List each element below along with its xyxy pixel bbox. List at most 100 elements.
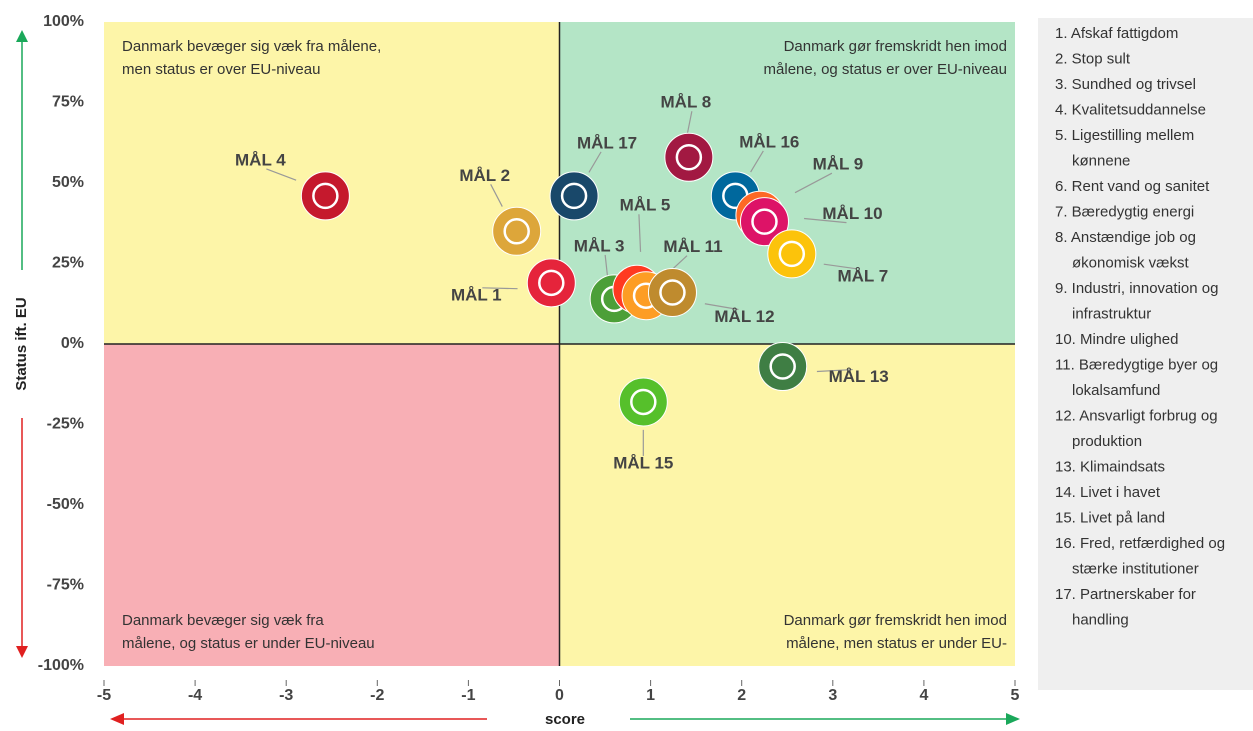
y-tick-label: 75% [52,94,84,111]
point-label: MÅL 16 [739,132,799,151]
leader-line [816,368,853,373]
leader-line [823,263,857,270]
quadrant-text: Danmark bevæger sig væk fra målene, [122,38,381,55]
legend-item: 6. Rent vand og sanitet [1055,178,1210,195]
legend-item: lokalsamfund [1072,382,1160,399]
x-tick-label: 1 [646,687,655,704]
legend-item: 4. Kvalitetsuddannelse [1055,101,1206,118]
x-tick-label: -3 [279,687,293,704]
legend-item: 13. Klimaindsats [1055,458,1165,475]
legend-item: 5. Ligestilling mellem [1055,127,1194,144]
goal-icon [758,342,808,392]
goal-icon-ring [769,353,796,380]
y-tick-label: -50% [47,496,84,513]
x-tick-label: 5 [1011,687,1020,704]
point-label: MÅL 1 [451,285,502,304]
goal-icon-ring [675,143,703,171]
legend-item: handling [1072,611,1129,628]
point-label: MÅL 9 [813,155,864,174]
legend-item: kønnene [1072,152,1130,169]
x-tick-label: -2 [370,687,384,704]
legend-item: 2. Stop sult [1055,50,1131,67]
leader-line [686,111,693,134]
point-label: MÅL 4 [235,150,286,169]
legend-item: 17. Partnerskaber for [1055,586,1196,603]
leader-line [266,168,297,181]
y-tick-label: -25% [47,416,84,433]
goal-icon [767,229,817,279]
legend-item: 7. Bæredygtig energi [1055,203,1194,220]
arrow-head [1006,713,1020,725]
y-tick-label: 0% [61,335,84,352]
goal-icon [647,267,697,317]
leader-line [490,184,503,207]
y-tick-label: 25% [52,255,84,272]
goal-icon [664,132,714,182]
legend-item: 9. Industri, innovation og [1055,280,1218,297]
quadrant [104,344,560,666]
quadrant-text: målene, og status er over EU-niveau [764,61,1007,78]
quadrant-text: Danmark gør fremskridt hen imod [784,612,1007,629]
leader-line [482,287,518,290]
point-label: MÅL 10 [822,204,882,223]
arrow-head [16,646,28,658]
leader-line [588,151,602,173]
legend-item: infrastruktur [1072,305,1151,322]
legend-item: produktion [1072,433,1142,450]
quadrant-text: Danmark gør fremskridt hen imod [784,38,1007,55]
y-tick-label: 100% [43,13,84,30]
point-label: MÅL 8 [661,93,712,112]
goal-icon-ring [560,182,588,210]
y-tick-label: -75% [47,577,84,594]
x-tick-label: -1 [461,687,475,704]
goal-icon-ring [312,182,339,210]
x-tick-label: 3 [828,687,837,704]
goal-icon [549,171,599,221]
goal-icon-ring [503,218,530,245]
legend-item: 11. Bæredygtige byer og [1055,356,1218,373]
x-axis-label: score [545,711,585,728]
point-label: MÅL 5 [620,196,671,215]
leader-line [704,303,739,311]
point-label: MÅL 2 [459,166,510,185]
quadrant-text: målene, men status er under EU- [786,635,1007,652]
leader-line [794,172,833,194]
leader-line [638,214,642,252]
legend-panel [1038,18,1253,690]
goal-icon [618,377,668,427]
x-tick-label: -4 [188,687,202,704]
goal-icon [300,171,350,221]
arrow-head [16,30,28,42]
y-axis-label: Status ift. EU [13,297,30,390]
goal-icon-ring [778,240,806,268]
arrow-head [110,713,124,725]
point-label: MÅL 12 [714,307,774,326]
x-tick-label: -5 [97,687,111,704]
x-tick-label: 4 [919,687,928,704]
point-label: MÅL 15 [613,453,673,472]
legend-item: 3. Sundhed og trivsel [1055,76,1196,93]
goal-icon-ring [630,388,657,416]
y-tick-label: 50% [52,174,84,191]
quadrant-text: Danmark bevæger sig væk fra [122,612,324,629]
legend-item: 8. Anstændige job og [1055,229,1196,246]
legend-item: 12. Ansvarligt forbrug og [1055,407,1218,424]
leader-line [750,150,764,173]
quadrant-text: målene, og status er under EU-niveau [122,635,375,652]
goal-icon [739,197,789,247]
legend-item: 10. Mindre ulighed [1055,331,1178,348]
goal-icon [492,206,542,256]
point-label: MÅL 11 [663,237,722,256]
goal-icon-ring [751,208,778,235]
goal-icon-ring [538,269,565,297]
point-label: MÅL 17 [577,133,637,152]
leader-line [604,254,609,276]
point-label: MÅL 7 [837,266,888,285]
point-label: MÅL 13 [829,367,889,386]
legend-item: økonomisk vækst [1072,254,1190,271]
legend-item: 1. Afskaf fattigdom [1055,25,1178,42]
legend-item: stærke institutioner [1072,560,1199,577]
y-tick-label: -100% [38,657,84,674]
legend-item: 15. Livet på land [1055,509,1165,526]
